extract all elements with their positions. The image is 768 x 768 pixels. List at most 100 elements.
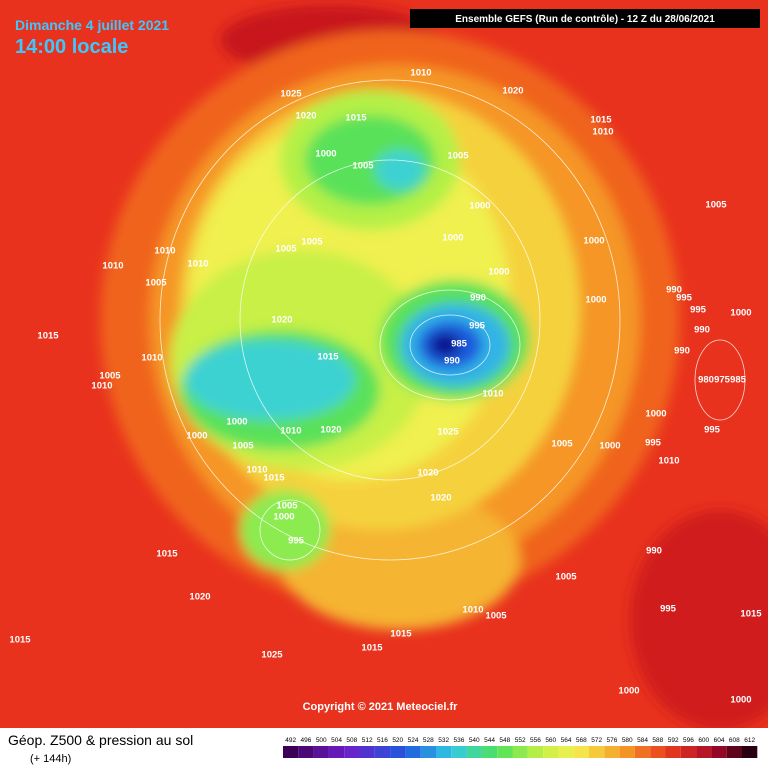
colorbar-tick-label: 564 xyxy=(561,737,572,744)
isobar-label: 1010 xyxy=(280,426,301,437)
colorbar-tick-label: 596 xyxy=(683,737,694,744)
isobar-label: 1015 xyxy=(390,629,412,640)
isobar-label: 1025 xyxy=(280,89,302,100)
isobar-label: 995 xyxy=(704,425,721,436)
isobar-label: 1005 xyxy=(276,501,298,512)
isobar-label: 1020 xyxy=(271,315,292,326)
footer-title: Géop. Z500 & pression au sol xyxy=(8,732,193,748)
isobar-label: 1005 xyxy=(551,439,573,450)
isobar-label: 1005 xyxy=(705,200,727,211)
isobar-label: 1005 xyxy=(555,572,577,583)
colorbar-swatch xyxy=(619,746,635,758)
isobar-label: 995 xyxy=(288,536,305,547)
colorbar-tick-label: 568 xyxy=(576,737,587,744)
isobar-label: 1000 xyxy=(226,417,247,428)
colorbar-swatch xyxy=(711,746,727,758)
isobar-label: 1000 xyxy=(618,686,639,697)
isobar-label: 990 xyxy=(694,325,710,336)
header-box xyxy=(410,9,760,28)
colorbar-swatch xyxy=(466,746,482,758)
colorbar-tick-label: 592 xyxy=(668,737,679,744)
isobar-label: 1010 xyxy=(658,456,679,467)
colorbar-tick-label: 612 xyxy=(744,737,755,744)
isobar-label: 1015 xyxy=(345,113,367,124)
colorbar-tick-label: 492 xyxy=(285,737,296,744)
isobar-label: 1010 xyxy=(154,246,175,257)
colorbar-tick-label: 580 xyxy=(622,737,633,744)
colorbar-swatch xyxy=(497,746,513,758)
isobar-label: 1010 xyxy=(102,261,123,272)
colorbar-swatch xyxy=(405,746,421,758)
model-run: Ensemble GEFS (Run de contrôle) - 12 Z d… xyxy=(455,14,715,25)
isobar-label: 1015 xyxy=(361,643,383,654)
isobar-label: 990 xyxy=(646,546,662,557)
colorbar-tick-label: 548 xyxy=(499,737,510,744)
colorbar-tick-label: 496 xyxy=(301,737,312,744)
isobar-label: 1005 xyxy=(232,441,254,452)
isobar-label: 1010 xyxy=(462,605,483,616)
isobar-label: 995 xyxy=(676,293,693,304)
colorbar-tick-label: 552 xyxy=(515,737,526,744)
isobar-label: 1020 xyxy=(320,425,341,436)
colorbar-swatch xyxy=(374,746,391,758)
colorbar: 492 496 500 504 508 512 516 520 524 528 532 536 540 5… xyxy=(283,737,758,758)
isobar-label: 1010 xyxy=(91,381,112,392)
colorbar-tick-label: 576 xyxy=(607,737,618,744)
isobar-label: 990 xyxy=(674,346,690,357)
colorbar-swatch xyxy=(558,746,574,758)
isobar-label: 1000 xyxy=(583,236,604,247)
footer-lead: (+ 144h) xyxy=(30,753,71,765)
isobar-label: 1000 xyxy=(585,295,606,306)
colorbar-swatch xyxy=(650,746,666,758)
isobar-label: 985 xyxy=(451,339,468,350)
isobar-label: 995 xyxy=(469,321,486,332)
isobar-label: 1025 xyxy=(437,427,459,438)
colorbar-swatch xyxy=(328,746,345,758)
colorbar-tick-label: 504 xyxy=(331,737,342,744)
colorbar-swatch xyxy=(527,746,544,758)
colorbar-swatch xyxy=(359,746,375,758)
map-field xyxy=(0,0,768,730)
colorbar-tick-label: 512 xyxy=(362,737,373,744)
colorbar-swatch xyxy=(665,746,681,758)
colorbar-tick-label: 572 xyxy=(591,737,602,744)
isobar-label: 1015 xyxy=(740,609,762,620)
colorbar-tick-label: 556 xyxy=(530,737,541,744)
colorbar-swatch xyxy=(313,746,329,758)
isobar-label: 990 xyxy=(666,285,682,296)
colorbar-tick-label: 560 xyxy=(545,737,556,744)
colorbar-tick-label: 528 xyxy=(423,737,434,744)
isobar-label: 1015 xyxy=(9,635,31,646)
colorbar-tick-label: 516 xyxy=(377,737,388,744)
isobar-label: 990 xyxy=(444,356,460,367)
colorbar-tick-label: 500 xyxy=(316,737,327,744)
isobar-label: 1005 xyxy=(301,237,323,248)
isobar-label: 1000 xyxy=(186,431,207,442)
colorbar-swatch xyxy=(420,746,436,758)
colorbar-swatch xyxy=(589,746,605,758)
colorbar-tick-label: 544 xyxy=(484,737,495,744)
isobar-label: 995 xyxy=(645,438,662,449)
isobar-label: 1015 xyxy=(156,549,178,560)
isobar-label: 1000 xyxy=(273,512,294,523)
isobar-label: 1010 xyxy=(592,127,613,138)
colorbar-swatch xyxy=(742,746,758,758)
colorbar-swatch xyxy=(573,746,589,758)
colorbar-tick-label: 540 xyxy=(469,737,480,744)
isobar-label: 1010 xyxy=(410,68,431,79)
isobar-label: 980 xyxy=(698,375,714,386)
isobar-label: 1000 xyxy=(730,308,751,319)
isobar-label: 1020 xyxy=(417,468,438,479)
isobar-label: 1015 xyxy=(37,331,59,342)
colorbar-swatch xyxy=(298,746,314,758)
isobar-label: 995 xyxy=(690,305,707,316)
isobar-label: 1000 xyxy=(469,201,490,212)
isobar-label: 1000 xyxy=(599,441,620,452)
colorbar-swatch xyxy=(451,746,467,758)
colorbar-swatch xyxy=(696,746,712,758)
isobar-label: 1010 xyxy=(482,389,503,400)
colorbar-tick-label: 532 xyxy=(438,737,449,744)
isobar-label: 1025 xyxy=(261,650,283,661)
colorbar-tick-label: 600 xyxy=(698,737,709,744)
